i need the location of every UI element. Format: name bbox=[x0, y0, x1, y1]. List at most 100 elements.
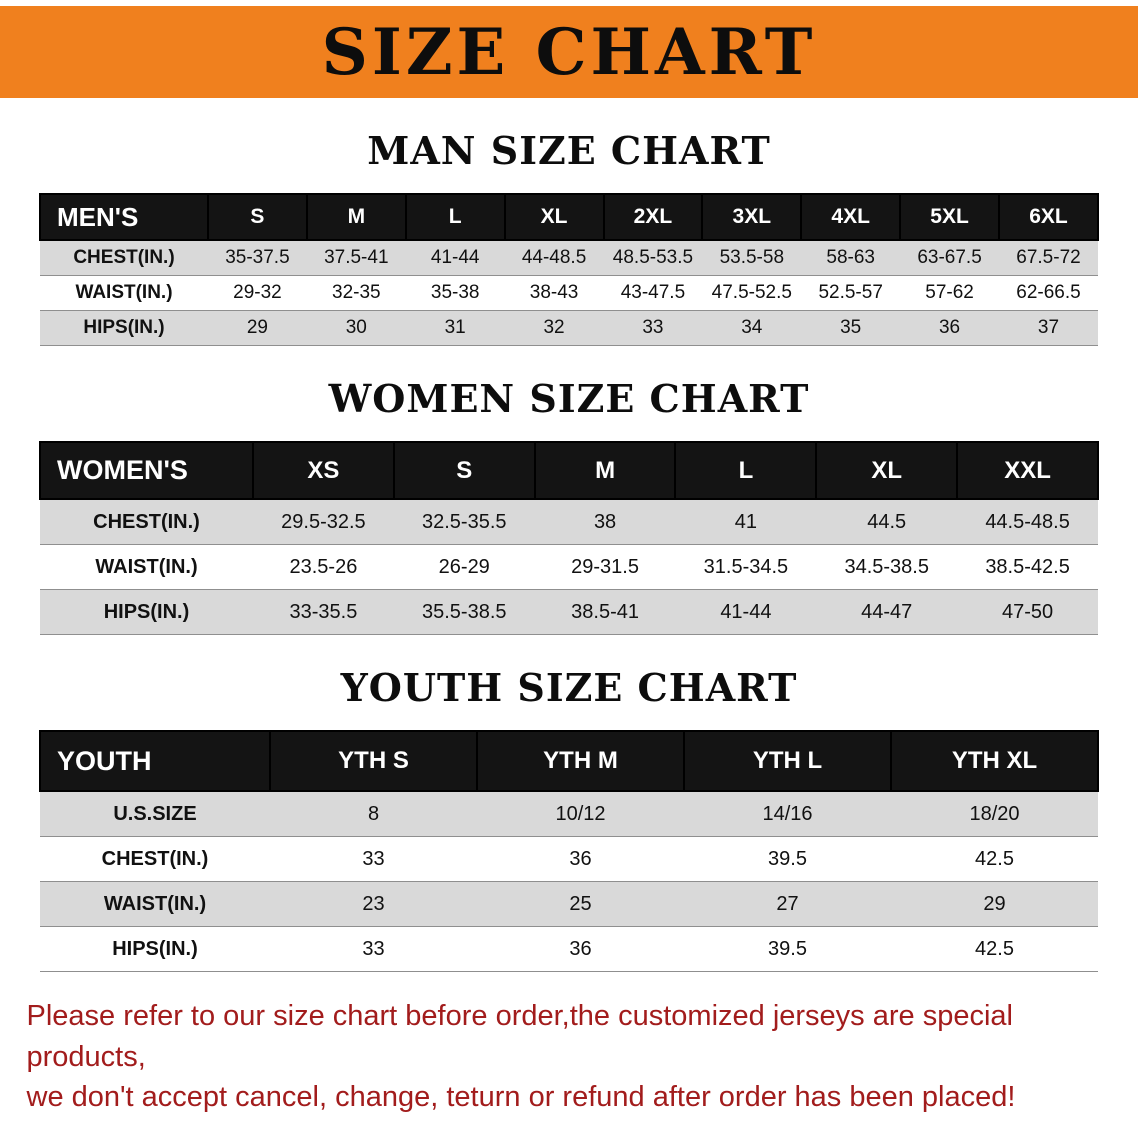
table-cell: 35-37.5 bbox=[208, 239, 307, 276]
table-cell: 8 bbox=[270, 790, 477, 837]
column-header: 6XL bbox=[998, 193, 1099, 241]
table-row: CHEST(IN.) 35-37.5 37.5-41 41-44 44-48.5 48.5… bbox=[40, 239, 1098, 276]
footer-note: Please refer to our size chart before or… bbox=[27, 996, 1112, 1118]
row-label: CHEST(IN.) bbox=[40, 836, 270, 882]
table-cell: 33 bbox=[270, 836, 477, 882]
column-header: YTH S bbox=[269, 730, 478, 792]
column-header: 2XL bbox=[602, 193, 704, 241]
table-cell: 34 bbox=[702, 310, 802, 346]
row-label: WAIST(IN.) bbox=[40, 275, 208, 311]
column-header: 5XL bbox=[899, 193, 1000, 241]
table-corner-label: WOMEN'S bbox=[39, 441, 254, 500]
men-size-chart-section: MAN SIZE CHART MEN'S S M L XL 2XL 3XL 4XL 5XL 6XL… bbox=[0, 128, 1138, 346]
table-cell: 29 bbox=[891, 881, 1098, 927]
table-cell: 29.5-32.5 bbox=[253, 498, 394, 545]
column-header: YTH M bbox=[476, 730, 685, 792]
table-row: CHEST(IN.) 33 36 39.5 42.5 bbox=[40, 836, 1098, 882]
table-cell: 42.5 bbox=[891, 926, 1098, 972]
table-cell: 31 bbox=[405, 310, 505, 346]
table-cell: 67.5-72 bbox=[999, 239, 1098, 276]
table-row: U.S.SIZE 8 10/12 14/16 18/20 bbox=[40, 790, 1098, 837]
table-cell: 41 bbox=[675, 498, 817, 545]
table-cell: 37.5-41 bbox=[306, 239, 406, 276]
table-cell: 57-62 bbox=[900, 275, 999, 311]
footer-line-2: we don't accept cancel, change, teturn o… bbox=[26, 1081, 1016, 1114]
table-cell: 27 bbox=[684, 881, 891, 927]
table-cell: 29 bbox=[208, 310, 307, 346]
column-header: M bbox=[305, 193, 407, 241]
men-size-table: MEN'S S M L XL 2XL 3XL 4XL 5XL 6XL CHEST(IN.) 35-37… bbox=[39, 193, 1099, 346]
size-table: MEN'S S M L XL 2XL 3XL 4XL 5XL 6XL CHEST(IN.) 35-37… bbox=[39, 193, 1099, 346]
column-header: L bbox=[674, 441, 818, 500]
table-row: WAIST(IN.) 23 25 27 29 bbox=[40, 881, 1098, 927]
column-header: S bbox=[207, 193, 308, 241]
table-row: WAIST(IN.) 29-32 32-35 35-38 38-43 43-47.5 47.… bbox=[40, 275, 1098, 311]
column-header: YTH L bbox=[683, 730, 892, 792]
youth-size-chart-section: YOUTH SIZE CHART YOUTH YTH S YTH M YTH L YTH… bbox=[0, 665, 1138, 972]
table-cell: 43-47.5 bbox=[603, 275, 703, 311]
women-section-title: WOMEN SIZE CHART bbox=[328, 376, 810, 421]
table-cell: 32-35 bbox=[306, 275, 406, 311]
row-label: HIPS(IN.) bbox=[40, 589, 253, 635]
table-cell: 38.5-42.5 bbox=[957, 544, 1098, 590]
women-size-chart-section: WOMEN SIZE CHART WOMEN'S XS S M L XL XXL CHEST(… bbox=[0, 376, 1138, 635]
table-cell: 26-29 bbox=[393, 544, 535, 590]
row-label: HIPS(IN.) bbox=[40, 310, 208, 346]
column-header: 3XL bbox=[701, 193, 803, 241]
table-cell: 39.5 bbox=[684, 836, 891, 882]
column-header: XS bbox=[252, 441, 395, 500]
table-cell: 33 bbox=[603, 310, 703, 346]
table-cell: 41-44 bbox=[675, 589, 817, 635]
column-header: 4XL bbox=[800, 193, 902, 241]
table-cell: 10/12 bbox=[477, 790, 684, 837]
table-cell: 35 bbox=[801, 310, 901, 346]
table-row: WAIST(IN.) 23.5-26 26-29 29-31.5 31.5-34.5 34… bbox=[40, 544, 1098, 590]
table-cell: 33 bbox=[270, 926, 477, 972]
table-cell: 34.5-38.5 bbox=[816, 544, 958, 590]
table-cell: 47.5-52.5 bbox=[702, 275, 802, 311]
column-header: XL bbox=[815, 441, 959, 500]
table-cell: 52.5-57 bbox=[801, 275, 901, 311]
table-cell: 36 bbox=[477, 926, 684, 972]
table-cell: 41-44 bbox=[405, 239, 505, 276]
row-label: HIPS(IN.) bbox=[40, 926, 270, 972]
banner: SIZE CHART bbox=[0, 6, 1138, 98]
table-cell: 44-47 bbox=[816, 589, 958, 635]
table-corner-label: MEN'S bbox=[39, 193, 209, 241]
column-header: S bbox=[392, 441, 536, 500]
table-cell: 35.5-38.5 bbox=[393, 589, 535, 635]
table-cell: 47-50 bbox=[957, 589, 1098, 635]
table-row: HIPS(IN.) 33-35.5 35.5-38.5 38.5-41 41-44 44-… bbox=[40, 589, 1098, 635]
row-label: CHEST(IN.) bbox=[40, 498, 253, 545]
table-cell: 31.5-34.5 bbox=[675, 544, 817, 590]
table-header-row: YOUTH YTH S YTH M YTH L YTH XL bbox=[39, 730, 1099, 792]
table-cell: 25 bbox=[477, 881, 684, 927]
page-title: SIZE CHART bbox=[321, 14, 817, 90]
table-row: CHEST(IN.) 29.5-32.5 32.5-35.5 38 41 44.5 44.5… bbox=[40, 498, 1098, 545]
table-cell: 38 bbox=[534, 498, 676, 545]
table-cell: 18/20 bbox=[891, 790, 1098, 837]
table-cell: 23.5-26 bbox=[253, 544, 394, 590]
footer-line-1: Please refer to our size chart before or… bbox=[26, 1000, 1013, 1073]
table-cell: 38-43 bbox=[504, 275, 604, 311]
table-cell: 42.5 bbox=[891, 836, 1098, 882]
table-cell: 36 bbox=[900, 310, 999, 346]
size-table: YOUTH YTH S YTH M YTH L YTH XL U.S.SIZE 8 10/12… bbox=[39, 730, 1099, 972]
table-cell: 62-66.5 bbox=[999, 275, 1098, 311]
table-cell: 39.5 bbox=[684, 926, 891, 972]
youth-size-table: YOUTH YTH S YTH M YTH L YTH XL U.S.SIZE 8 10/12… bbox=[39, 730, 1099, 972]
table-cell: 44.5-48.5 bbox=[957, 498, 1098, 545]
table-cell: 44.5 bbox=[816, 498, 958, 545]
table-cell: 23 bbox=[270, 881, 477, 927]
table-cell: 37 bbox=[999, 310, 1098, 346]
column-header: L bbox=[404, 193, 506, 241]
table-cell: 58-63 bbox=[801, 239, 901, 276]
table-cell: 30 bbox=[306, 310, 406, 346]
table-cell: 32.5-35.5 bbox=[393, 498, 535, 545]
column-header: XXL bbox=[956, 441, 1099, 500]
row-label: WAIST(IN.) bbox=[40, 544, 253, 590]
table-row: HIPS(IN.) 33 36 39.5 42.5 bbox=[40, 926, 1098, 972]
column-header: XL bbox=[503, 193, 605, 241]
table-cell: 32 bbox=[504, 310, 604, 346]
table-cell: 38.5-41 bbox=[534, 589, 676, 635]
